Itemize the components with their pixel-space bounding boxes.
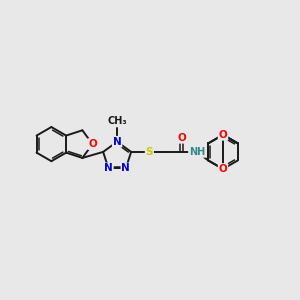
Text: S: S bbox=[146, 147, 153, 157]
Text: NH: NH bbox=[189, 147, 205, 157]
Text: O: O bbox=[219, 164, 227, 174]
Text: N: N bbox=[122, 164, 130, 173]
Text: CH₃: CH₃ bbox=[107, 116, 127, 126]
Text: O: O bbox=[88, 139, 97, 149]
Text: N: N bbox=[113, 137, 122, 147]
Text: O: O bbox=[177, 133, 186, 143]
Text: N: N bbox=[104, 164, 113, 173]
Text: O: O bbox=[219, 130, 227, 140]
